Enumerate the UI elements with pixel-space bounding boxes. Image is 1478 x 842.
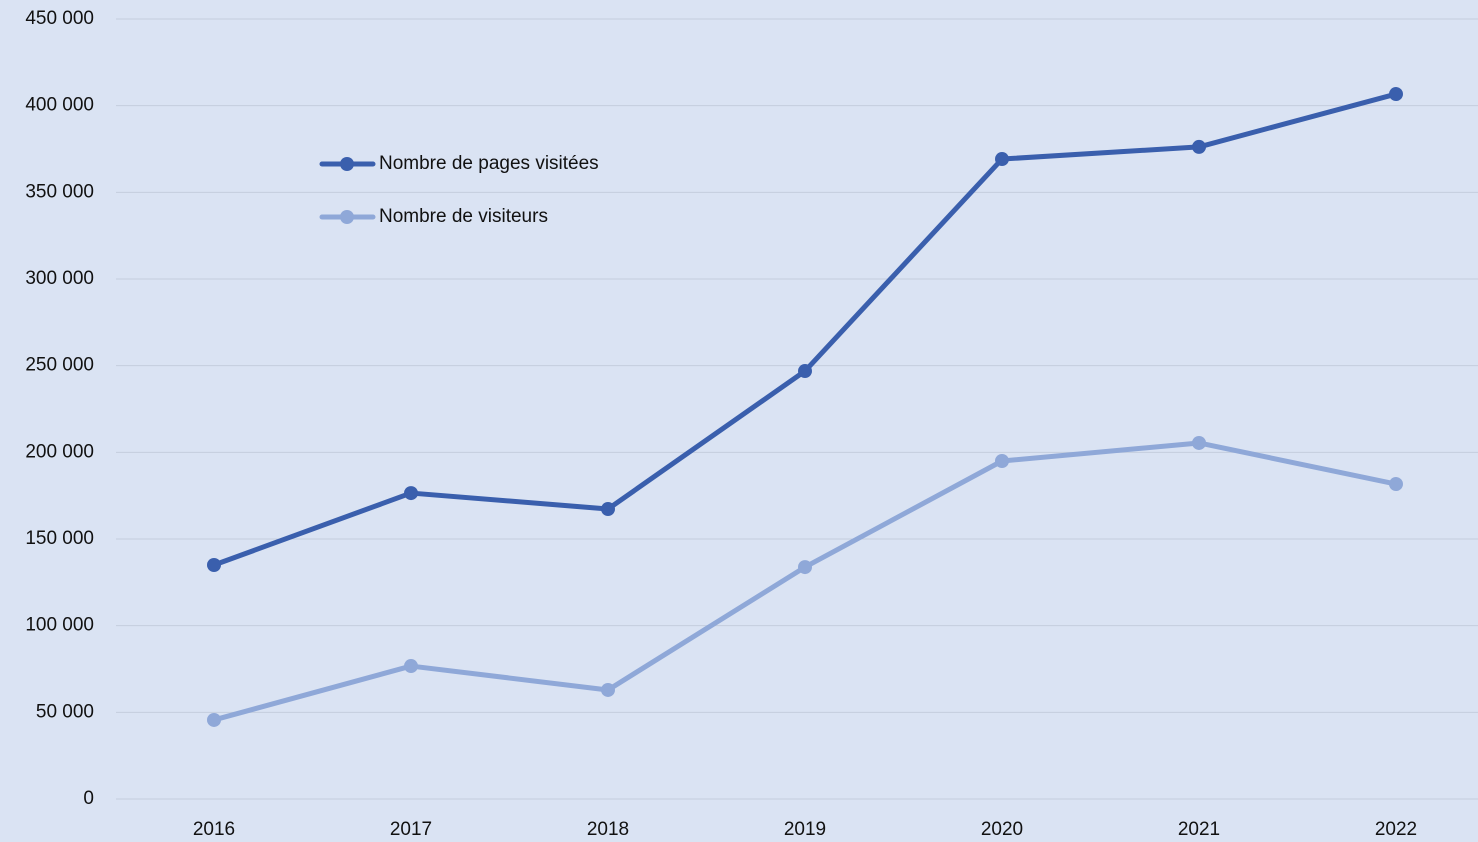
y-tick-label: 450 000 [25, 8, 94, 29]
y-tick-label: 400 000 [25, 95, 94, 116]
x-tick-label: 2021 [1178, 819, 1220, 840]
legend-label: Nombre de visiteurs [379, 206, 548, 227]
data-point [601, 502, 615, 517]
legend-marker [340, 210, 354, 224]
legend-marker [340, 157, 354, 171]
data-point [798, 560, 812, 575]
y-tick-label: 150 000 [25, 528, 94, 549]
data-point [1389, 477, 1403, 492]
data-point [1192, 435, 1206, 450]
legend-label: Nombre de pages visitées [379, 153, 599, 174]
y-tick-label: 50 000 [36, 701, 94, 722]
data-point [404, 659, 418, 674]
y-tick-label: 300 000 [25, 268, 94, 289]
x-tick-label: 2019 [784, 819, 826, 840]
y-tick-label: 200 000 [25, 441, 94, 462]
data-point [601, 682, 615, 697]
data-point [1389, 87, 1403, 102]
y-tick-label: 100 000 [25, 615, 94, 636]
data-point [995, 152, 1009, 167]
data-point [798, 364, 812, 379]
x-tick-label: 2016 [193, 819, 235, 840]
x-tick-label: 2018 [587, 819, 629, 840]
data-point [995, 454, 1009, 468]
data-point [207, 558, 221, 572]
x-tick-label: 2017 [390, 819, 432, 840]
data-point [1192, 139, 1206, 154]
y-tick-label: 250 000 [25, 355, 94, 376]
x-tick-label: 2020 [981, 819, 1023, 840]
data-point [207, 712, 221, 727]
data-point [404, 486, 418, 501]
y-tick-label: 0 [83, 788, 94, 809]
y-tick-label: 350 000 [25, 181, 94, 202]
x-tick-label: 2022 [1375, 819, 1417, 840]
